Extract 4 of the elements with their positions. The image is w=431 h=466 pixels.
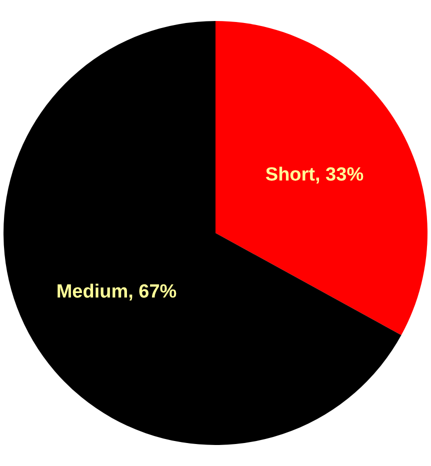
pie-slice: [4, 21, 402, 445]
pie-slice: [216, 21, 428, 336]
slice-label: Short, 33%: [265, 164, 364, 186]
slice-label: Medium, 67%: [56, 282, 177, 303]
